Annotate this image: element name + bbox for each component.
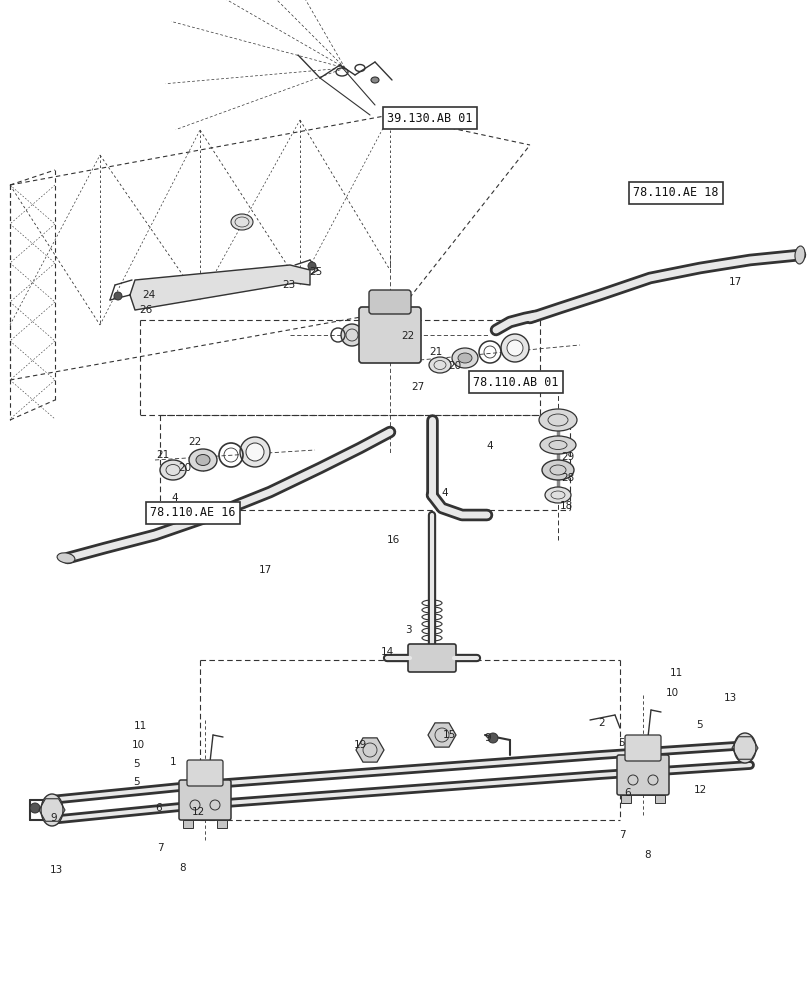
- Bar: [217, 820, 227, 828]
- Ellipse shape: [500, 334, 528, 362]
- Ellipse shape: [371, 77, 379, 83]
- Text: 13: 13: [723, 693, 736, 703]
- Ellipse shape: [240, 437, 270, 467]
- Ellipse shape: [541, 460, 573, 480]
- Ellipse shape: [794, 246, 804, 264]
- Text: 29: 29: [560, 452, 574, 462]
- Text: 39.130.AB 01: 39.130.AB 01: [387, 112, 472, 125]
- Bar: [654, 795, 664, 803]
- Text: 22: 22: [188, 437, 201, 447]
- Text: 7: 7: [618, 830, 624, 840]
- Text: 18: 18: [559, 501, 572, 511]
- Text: 28: 28: [560, 473, 574, 483]
- Ellipse shape: [230, 214, 253, 230]
- FancyBboxPatch shape: [178, 780, 230, 820]
- FancyBboxPatch shape: [187, 760, 223, 786]
- Text: 10: 10: [131, 740, 144, 750]
- Text: 15: 15: [442, 730, 455, 740]
- Text: 1: 1: [169, 757, 176, 767]
- Ellipse shape: [341, 324, 363, 346]
- Text: 13: 13: [49, 865, 62, 875]
- Text: 6: 6: [624, 788, 630, 798]
- Bar: [620, 795, 630, 803]
- Text: 2: 2: [598, 718, 604, 728]
- Circle shape: [114, 292, 122, 300]
- Ellipse shape: [189, 449, 217, 471]
- Text: 21: 21: [157, 450, 169, 460]
- Text: 24: 24: [142, 290, 156, 300]
- Text: 11: 11: [668, 668, 682, 678]
- FancyBboxPatch shape: [407, 644, 456, 672]
- Ellipse shape: [539, 409, 577, 431]
- Text: 25: 25: [309, 267, 322, 277]
- Text: 9: 9: [484, 733, 491, 743]
- Text: 21: 21: [429, 347, 442, 357]
- Ellipse shape: [57, 553, 75, 563]
- Text: 8: 8: [644, 850, 650, 860]
- Text: 5: 5: [134, 759, 140, 769]
- Text: 4: 4: [441, 488, 448, 498]
- Text: 22: 22: [401, 331, 414, 341]
- Text: 6: 6: [156, 803, 162, 813]
- Ellipse shape: [160, 460, 186, 480]
- Ellipse shape: [246, 443, 264, 461]
- Text: 5: 5: [696, 720, 702, 730]
- Ellipse shape: [452, 348, 478, 368]
- Ellipse shape: [733, 733, 755, 763]
- Text: 17: 17: [727, 277, 740, 287]
- FancyBboxPatch shape: [616, 755, 668, 795]
- Circle shape: [307, 262, 315, 270]
- FancyBboxPatch shape: [368, 290, 410, 314]
- Ellipse shape: [428, 357, 450, 373]
- Circle shape: [487, 733, 497, 743]
- Bar: [182, 820, 193, 828]
- Text: 12: 12: [693, 785, 706, 795]
- Ellipse shape: [506, 340, 522, 356]
- Text: 14: 14: [380, 647, 393, 657]
- Text: 9: 9: [50, 813, 58, 823]
- FancyBboxPatch shape: [624, 735, 660, 761]
- FancyBboxPatch shape: [358, 307, 420, 363]
- Ellipse shape: [544, 487, 570, 503]
- Text: 20: 20: [178, 463, 191, 473]
- Polygon shape: [130, 265, 310, 310]
- Text: 5: 5: [618, 738, 624, 748]
- Ellipse shape: [457, 353, 471, 363]
- Text: 17: 17: [258, 565, 272, 575]
- Text: 23: 23: [282, 280, 295, 290]
- Text: 3: 3: [404, 625, 411, 635]
- Text: 4: 4: [171, 493, 178, 503]
- Text: 78.110.AE 18: 78.110.AE 18: [633, 186, 718, 200]
- Text: 78.110.AB 01: 78.110.AB 01: [473, 375, 558, 388]
- Text: 4: 4: [486, 441, 493, 451]
- Text: 20: 20: [448, 361, 461, 371]
- Text: 27: 27: [411, 382, 424, 392]
- Circle shape: [30, 803, 40, 813]
- Ellipse shape: [195, 454, 210, 466]
- Text: 26: 26: [139, 305, 152, 315]
- Text: 5: 5: [134, 777, 140, 787]
- Text: 12: 12: [191, 807, 204, 817]
- Text: 10: 10: [665, 688, 678, 698]
- Ellipse shape: [539, 436, 575, 454]
- Text: 8: 8: [179, 863, 186, 873]
- Text: 78.110.AE 16: 78.110.AE 16: [150, 506, 235, 520]
- Text: 7: 7: [157, 843, 163, 853]
- Text: 16: 16: [386, 535, 399, 545]
- Text: 19: 19: [353, 740, 367, 750]
- Ellipse shape: [41, 794, 63, 826]
- Text: 11: 11: [133, 721, 147, 731]
